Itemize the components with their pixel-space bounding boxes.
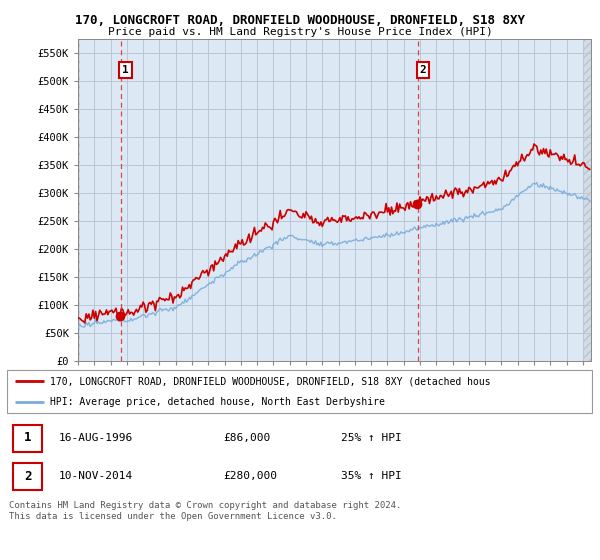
Text: 2: 2 — [419, 65, 426, 75]
Text: 1: 1 — [24, 431, 32, 445]
Text: Price paid vs. HM Land Registry's House Price Index (HPI): Price paid vs. HM Land Registry's House … — [107, 27, 493, 37]
Text: 25% ↑ HPI: 25% ↑ HPI — [341, 433, 402, 443]
FancyBboxPatch shape — [7, 370, 592, 413]
Text: Contains HM Land Registry data © Crown copyright and database right 2024.
This d: Contains HM Land Registry data © Crown c… — [9, 501, 401, 521]
FancyBboxPatch shape — [13, 463, 43, 491]
Text: 16-AUG-1996: 16-AUG-1996 — [59, 433, 133, 443]
Text: HPI: Average price, detached house, North East Derbyshire: HPI: Average price, detached house, Nort… — [50, 398, 385, 408]
Text: 35% ↑ HPI: 35% ↑ HPI — [341, 471, 402, 481]
Text: 170, LONGCROFT ROAD, DRONFIELD WOODHOUSE, DRONFIELD, S18 8XY (detached hous: 170, LONGCROFT ROAD, DRONFIELD WOODHOUSE… — [50, 376, 491, 386]
Text: 170, LONGCROFT ROAD, DRONFIELD WOODHOUSE, DRONFIELD, S18 8XY: 170, LONGCROFT ROAD, DRONFIELD WOODHOUSE… — [75, 14, 525, 27]
Text: 2: 2 — [24, 470, 32, 483]
Bar — [78, 39, 80, 361]
Text: 1: 1 — [122, 65, 129, 75]
Text: £280,000: £280,000 — [224, 471, 278, 481]
Text: £86,000: £86,000 — [224, 433, 271, 443]
FancyBboxPatch shape — [13, 424, 43, 452]
Text: 10-NOV-2014: 10-NOV-2014 — [59, 471, 133, 481]
Bar — [584, 39, 591, 361]
